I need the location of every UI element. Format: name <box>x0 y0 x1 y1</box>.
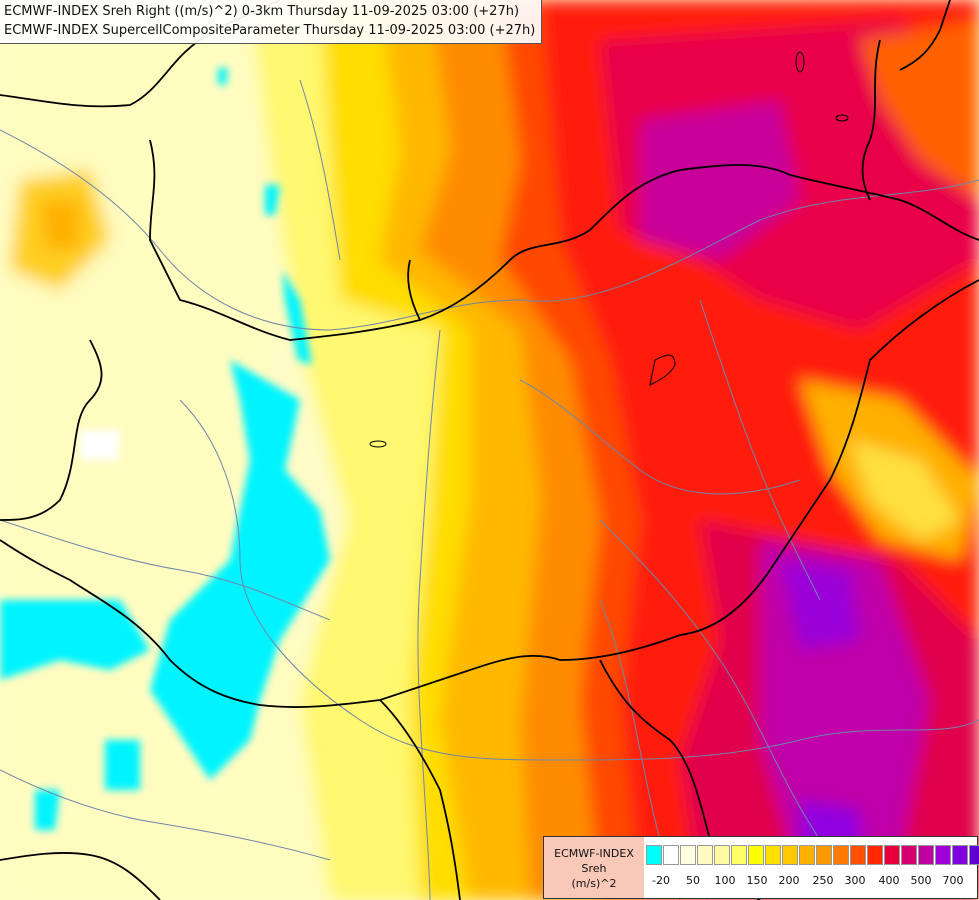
legend-swatch <box>731 845 747 865</box>
legend-swatch <box>901 845 917 865</box>
map-title: ECMWF-INDEX Sreh Right ((m/s)^2) 0-3km T… <box>0 0 543 44</box>
legend-tick-label: 250 <box>812 874 834 887</box>
legend-swatch <box>680 845 696 865</box>
legend-swatch <box>969 845 979 865</box>
cyan-north <box>265 185 280 215</box>
rivers <box>0 79 979 900</box>
legend-tick-label: 150 <box>746 874 768 887</box>
band-yellow <box>250 0 440 900</box>
legend-tick-label: 100 <box>714 874 736 887</box>
legend-tick-label: 700 <box>942 874 964 887</box>
legend-tick-label: -20 <box>652 874 670 887</box>
legend-swatch <box>714 845 730 865</box>
legend-swatch <box>748 845 764 865</box>
legend-tick-label: 200 <box>778 874 800 887</box>
negative-sreh-areas <box>0 68 330 830</box>
legend-param: Sreh <box>581 862 607 875</box>
cyan-west <box>0 600 150 680</box>
legend-swatch <box>765 845 781 865</box>
band-purple-south <box>780 560 860 650</box>
legend-swatch <box>884 845 900 865</box>
legend-swatch <box>697 845 713 865</box>
legend-tick-label: 500 <box>910 874 932 887</box>
white-spot <box>80 430 120 460</box>
legend-tick-label: 400 <box>878 874 900 887</box>
legend-tick-label: 300 <box>844 874 866 887</box>
band-w-amber <box>40 200 80 250</box>
legend-swatches <box>646 845 979 867</box>
legend-ticks: -20 50 100 150 200 250 300 400 500 700 <box>646 874 976 888</box>
title-line-sreh: ECMWF-INDEX Sreh Right ((m/s)^2) 0-3km T… <box>4 4 520 19</box>
legend-swatch <box>663 845 679 865</box>
legend-swatch <box>833 845 849 865</box>
band-orange <box>420 0 600 900</box>
lakes <box>369 51 849 448</box>
legend-swatch <box>867 845 883 865</box>
legend-swatch <box>952 845 968 865</box>
band-amber <box>380 0 540 900</box>
legend-swatch <box>816 845 832 865</box>
legend-unit: (m/s)^2 <box>571 877 617 890</box>
color-legend: ECMWF-INDEX Sreh (m/s)^2 -20 50 100 150 200 2… <box>543 836 979 899</box>
legend-swatch <box>850 845 866 865</box>
legend-swatch <box>782 845 798 865</box>
legend-tick-label: 50 <box>686 874 700 887</box>
band-gold <box>320 0 480 900</box>
legend-swatch <box>799 845 815 865</box>
cyan-sw2 <box>35 790 60 830</box>
band-ne-orange <box>860 20 979 200</box>
cyan-dot <box>218 68 228 85</box>
cyan-main <box>150 360 330 780</box>
legend-swatch <box>646 845 662 865</box>
legend-model: ECMWF-INDEX <box>554 847 634 860</box>
legend-swatch <box>935 845 951 865</box>
band-east-yellow <box>850 440 960 540</box>
cyan-sw1 <box>105 740 140 790</box>
legend-label: ECMWF-INDEX Sreh (m/s)^2 <box>544 837 644 898</box>
title-line-scp: ECMWF-INDEX SupercellCompositeParameter … <box>4 23 536 38</box>
cyan-north2 <box>282 270 312 365</box>
legend-swatch <box>918 845 934 865</box>
